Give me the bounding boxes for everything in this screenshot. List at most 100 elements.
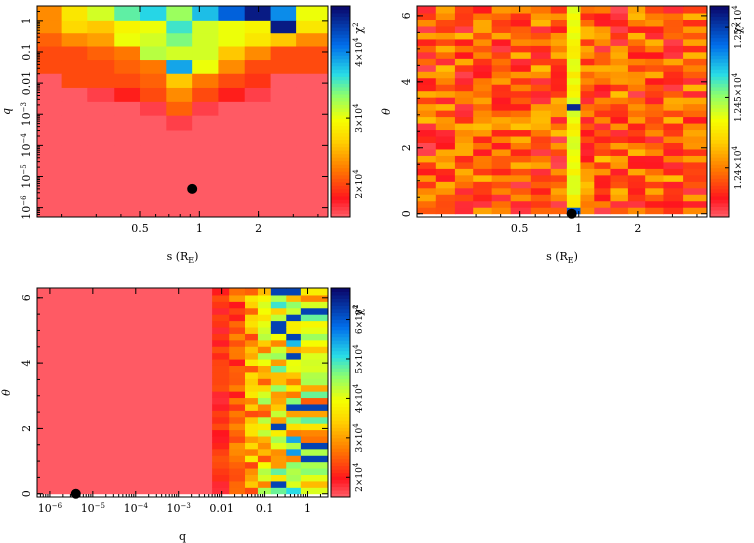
heatmap-cell [286, 429, 302, 437]
heatmap-cell [435, 51, 456, 59]
heatmap-cell [435, 194, 456, 202]
colorbar-tick-label-exp: 4 [352, 103, 360, 108]
heatmap-cell [683, 181, 708, 189]
heatmap-cell [550, 38, 568, 46]
y-tick-label: 10−5 [20, 164, 33, 188]
x-axis-label: q [179, 530, 186, 543]
heatmap-cell [229, 403, 246, 411]
heatmap-cell [229, 397, 246, 405]
x-axis-label: s (RE) [546, 250, 578, 265]
heatmap-cell [594, 207, 611, 215]
heatmap-cell [244, 6, 272, 22]
heatmap-cell [530, 25, 552, 33]
heatmap-cell [114, 6, 141, 22]
colorbar-tick-label: 2×104 [352, 462, 365, 492]
heatmap-cell [683, 97, 708, 105]
heatmap-cell [610, 103, 629, 111]
heatmap-cell [435, 19, 456, 27]
heatmap-cell [663, 168, 684, 176]
heatmap-cell [566, 71, 581, 79]
colorbar-label: χ2 [352, 304, 365, 315]
heatmap-cell [270, 442, 287, 450]
heatmap-cell [550, 19, 568, 27]
heatmap-cell [610, 155, 629, 163]
heatmap-cell [300, 442, 329, 450]
heatmap-cell [417, 136, 437, 143]
heatmap-cell [417, 77, 437, 85]
heatmap-cell [550, 6, 568, 14]
heatmap-cell [417, 187, 437, 195]
heatmap-cell [473, 13, 493, 21]
colorbar-segment [331, 368, 350, 373]
heatmap-cell [627, 38, 646, 46]
colorbar-tick-label-base: 3×10 [355, 427, 365, 452]
heatmap-cell [435, 116, 456, 124]
colorbar-segment [710, 27, 729, 32]
heatmap-cell [683, 25, 708, 33]
heatmap-cell [417, 129, 437, 137]
heatmap-cell [61, 20, 88, 34]
heatmap-cell [473, 103, 493, 111]
heatmap-cell [454, 155, 474, 163]
colorbar-segment [331, 340, 350, 345]
heatmap-cell [212, 480, 230, 488]
colorbar-segment [710, 97, 729, 102]
heatmap-cell [627, 51, 646, 59]
y-axis-label: θ [0, 389, 13, 396]
heatmap-cell [270, 403, 287, 411]
heatmap-cell [580, 45, 595, 53]
heatmap-cell [286, 333, 302, 341]
colorbar-label-base: χ [352, 27, 365, 34]
heatmap-cell [37, 352, 213, 360]
colorbar-tick-label-base: 4×10 [355, 388, 365, 413]
heatmap-cell [473, 116, 493, 124]
colorbar-segment [331, 100, 350, 105]
heatmap-cell [37, 455, 213, 463]
y-tick-label-base: 6 [20, 294, 33, 301]
heatmap-cell [627, 181, 646, 189]
heatmap-cell [300, 403, 329, 411]
colorbar-segment [331, 27, 350, 32]
heatmap-cell [491, 97, 512, 105]
heatmap-cell [257, 448, 272, 456]
heatmap-cell [257, 320, 272, 328]
heatmap-cell [417, 148, 437, 156]
heatmap-cell [114, 115, 141, 132]
heatmap-cell [550, 51, 568, 59]
heatmap-cell [166, 33, 193, 48]
heatmap-cell [550, 174, 568, 182]
colorbar-segment [331, 448, 350, 453]
heatmap-cell [37, 461, 213, 469]
colorbar-segment [710, 136, 729, 141]
colorbar-segment [331, 416, 350, 421]
colorbar-segment [710, 72, 729, 77]
heatmap-cell [270, 384, 287, 392]
heatmap-cell [212, 474, 230, 482]
heatmap-cell [417, 161, 437, 169]
colorbar-segment [331, 458, 350, 463]
heatmap-cell [510, 129, 532, 137]
heatmap-cell [87, 115, 115, 132]
heatmap-cell [296, 6, 329, 22]
colorbar-segment [710, 76, 729, 81]
heatmap-cell [566, 13, 581, 21]
heatmap-cell [663, 90, 684, 98]
colorbar-segment [331, 322, 350, 327]
heatmap-cell [435, 90, 456, 98]
heatmap-cell [566, 64, 581, 72]
heatmap-cell [87, 145, 115, 218]
heatmap-cell [286, 314, 302, 322]
heatmap-cell [300, 371, 329, 379]
heatmap-cell [140, 60, 167, 75]
heatmap-cell [580, 174, 595, 182]
heatmap-cell [454, 25, 474, 33]
heatmap-cell [229, 359, 246, 366]
heatmap-cell [550, 200, 568, 208]
heatmap-cell [594, 187, 611, 195]
heatmap-cell [610, 142, 629, 150]
colorbar-segment [331, 199, 350, 204]
heatmap-cell [417, 64, 437, 72]
heatmap-cell [645, 136, 664, 143]
heatmap-cell [510, 200, 532, 208]
